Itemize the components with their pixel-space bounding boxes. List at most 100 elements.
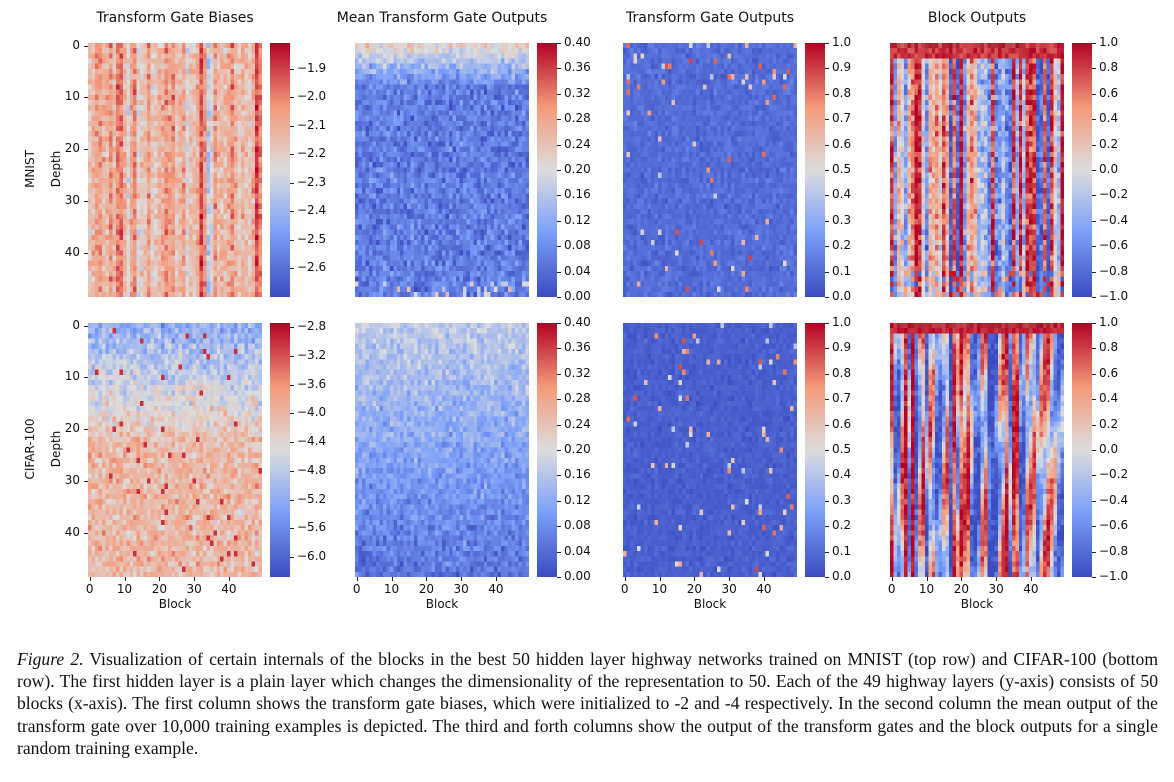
colorbar-tick-label: 0.4 bbox=[1099, 111, 1119, 126]
tick-mark bbox=[1092, 577, 1096, 578]
tick-mark bbox=[557, 399, 561, 401]
colorbar-tick-label: 0.4 bbox=[1099, 391, 1119, 406]
colorbar-tick-label: 0.8 bbox=[1099, 340, 1119, 355]
colorbar-tick-label: 0.24 bbox=[564, 416, 591, 431]
tick-mark bbox=[825, 500, 829, 502]
tick-mark bbox=[1092, 195, 1096, 197]
tick-mark bbox=[290, 154, 294, 156]
x-tick-label: 20 bbox=[953, 582, 969, 596]
x-axis-label: Block bbox=[693, 597, 727, 611]
tick-mark bbox=[290, 384, 294, 386]
tick-mark bbox=[495, 577, 497, 581]
tick-mark bbox=[290, 327, 294, 329]
tick-mark bbox=[1092, 475, 1096, 477]
colorbar-tick-label: 0.08 bbox=[564, 518, 591, 533]
tick-mark bbox=[825, 475, 829, 477]
tick-mark bbox=[825, 551, 829, 553]
colorbar bbox=[1072, 323, 1092, 577]
heatmap-cifar-100-transform-gate-outputs bbox=[623, 323, 797, 577]
x-axis-label: Block bbox=[960, 597, 994, 611]
colorbar-tick-label: 0.16 bbox=[564, 467, 591, 482]
tick-mark bbox=[557, 475, 561, 477]
tick-mark bbox=[1092, 373, 1096, 375]
tick-mark bbox=[557, 373, 561, 375]
y-axis-label: Depth bbox=[49, 430, 63, 468]
colorbar-tick-label: 0.00 bbox=[564, 289, 591, 303]
tick-mark bbox=[557, 220, 561, 222]
tick-mark bbox=[825, 399, 829, 401]
column-title: Mean Transform Gate Outputs bbox=[336, 10, 548, 26]
colorbar-tick-label: −5.2 bbox=[297, 491, 327, 506]
tick-mark bbox=[891, 577, 893, 581]
colorbar-tick-label: 0.3 bbox=[832, 492, 852, 507]
y-tick-label: 40 bbox=[64, 524, 80, 539]
tick-mark bbox=[659, 577, 661, 581]
colorbar-tick-label: 0.40 bbox=[564, 35, 591, 49]
tick-mark bbox=[290, 125, 294, 127]
x-axis-label: Block bbox=[425, 597, 459, 611]
tick-mark bbox=[825, 577, 829, 578]
tick-mark bbox=[356, 577, 358, 581]
colorbar-tick-label: 0.04 bbox=[564, 543, 591, 558]
tick-mark bbox=[624, 577, 626, 581]
tick-mark bbox=[825, 68, 829, 70]
x-tick-label: 0 bbox=[85, 582, 94, 596]
y-tick-label: 30 bbox=[64, 193, 80, 208]
tick-mark bbox=[290, 97, 294, 99]
heatmap-cifar-100-mean-transform-gate-outputs bbox=[355, 323, 529, 577]
colorbar-tick-label: 0.8 bbox=[832, 85, 852, 100]
tick-mark bbox=[290, 356, 294, 357]
colorbar-tick-label: 0.40 bbox=[564, 315, 591, 329]
caption-label: Figure 2. bbox=[17, 649, 84, 669]
colorbar-tick-label: 0.6 bbox=[832, 136, 852, 151]
tick-mark bbox=[557, 271, 561, 273]
tick-mark bbox=[825, 43, 829, 44]
tick-mark bbox=[89, 577, 91, 581]
x-tick-label: 30 bbox=[186, 582, 202, 596]
x-tick-label: 10 bbox=[116, 582, 133, 596]
tick-mark bbox=[84, 532, 88, 534]
tick-mark bbox=[1092, 220, 1096, 222]
y-tick-label: 0 bbox=[72, 37, 80, 52]
x-tick-label: 10 bbox=[651, 582, 668, 596]
colorbar-tick-label: −3.2 bbox=[297, 348, 327, 362]
x-tick-label: 10 bbox=[918, 582, 935, 596]
tick-mark bbox=[557, 424, 561, 426]
tick-mark bbox=[84, 45, 88, 47]
y-tick-label: 10 bbox=[64, 369, 80, 384]
colorbar-tick-label: −2.4 bbox=[297, 203, 327, 218]
tick-mark bbox=[825, 373, 829, 375]
colorbar-tick-label: 0.32 bbox=[564, 85, 591, 100]
tick-mark bbox=[825, 93, 829, 95]
heatmap-cifar-100-block-outputs bbox=[890, 323, 1064, 577]
colorbar-tick-label: −6.0 bbox=[297, 548, 327, 563]
colorbar bbox=[537, 323, 557, 577]
tick-mark bbox=[961, 577, 963, 581]
tick-mark bbox=[729, 577, 731, 581]
tick-mark bbox=[1092, 271, 1096, 273]
colorbar-tick-label: 1.0 bbox=[832, 35, 852, 49]
colorbar-tick-label: 0.6 bbox=[1099, 365, 1119, 380]
heatmap-mnist-transform-gate-outputs bbox=[623, 43, 797, 297]
colorbar-tick-label: −2.5 bbox=[297, 231, 327, 246]
y-tick-label: 30 bbox=[64, 473, 80, 488]
tick-mark bbox=[1092, 348, 1096, 350]
column-title: Transform Gate Outputs bbox=[626, 10, 794, 26]
colorbar-tick-label: −2.1 bbox=[297, 117, 327, 132]
tick-mark bbox=[290, 268, 294, 270]
x-tick-label: 30 bbox=[721, 582, 737, 596]
colorbar-tick-label: −0.4 bbox=[1099, 212, 1129, 227]
tick-mark bbox=[557, 526, 561, 528]
row-label: MNIST bbox=[23, 150, 37, 188]
y-tick-label: 10 bbox=[64, 89, 80, 104]
colorbar-tick-label: 0.8 bbox=[1099, 60, 1119, 75]
tick-mark bbox=[825, 424, 829, 426]
tick-mark bbox=[825, 195, 829, 197]
tick-mark bbox=[825, 450, 829, 451]
tick-mark bbox=[84, 481, 88, 483]
colorbar-tick-label: 0.12 bbox=[564, 492, 591, 507]
x-tick-label: 40 bbox=[1023, 582, 1039, 596]
tick-mark bbox=[1092, 93, 1096, 95]
colorbar-tick-label: 0.24 bbox=[564, 136, 591, 151]
tick-mark bbox=[694, 577, 696, 581]
